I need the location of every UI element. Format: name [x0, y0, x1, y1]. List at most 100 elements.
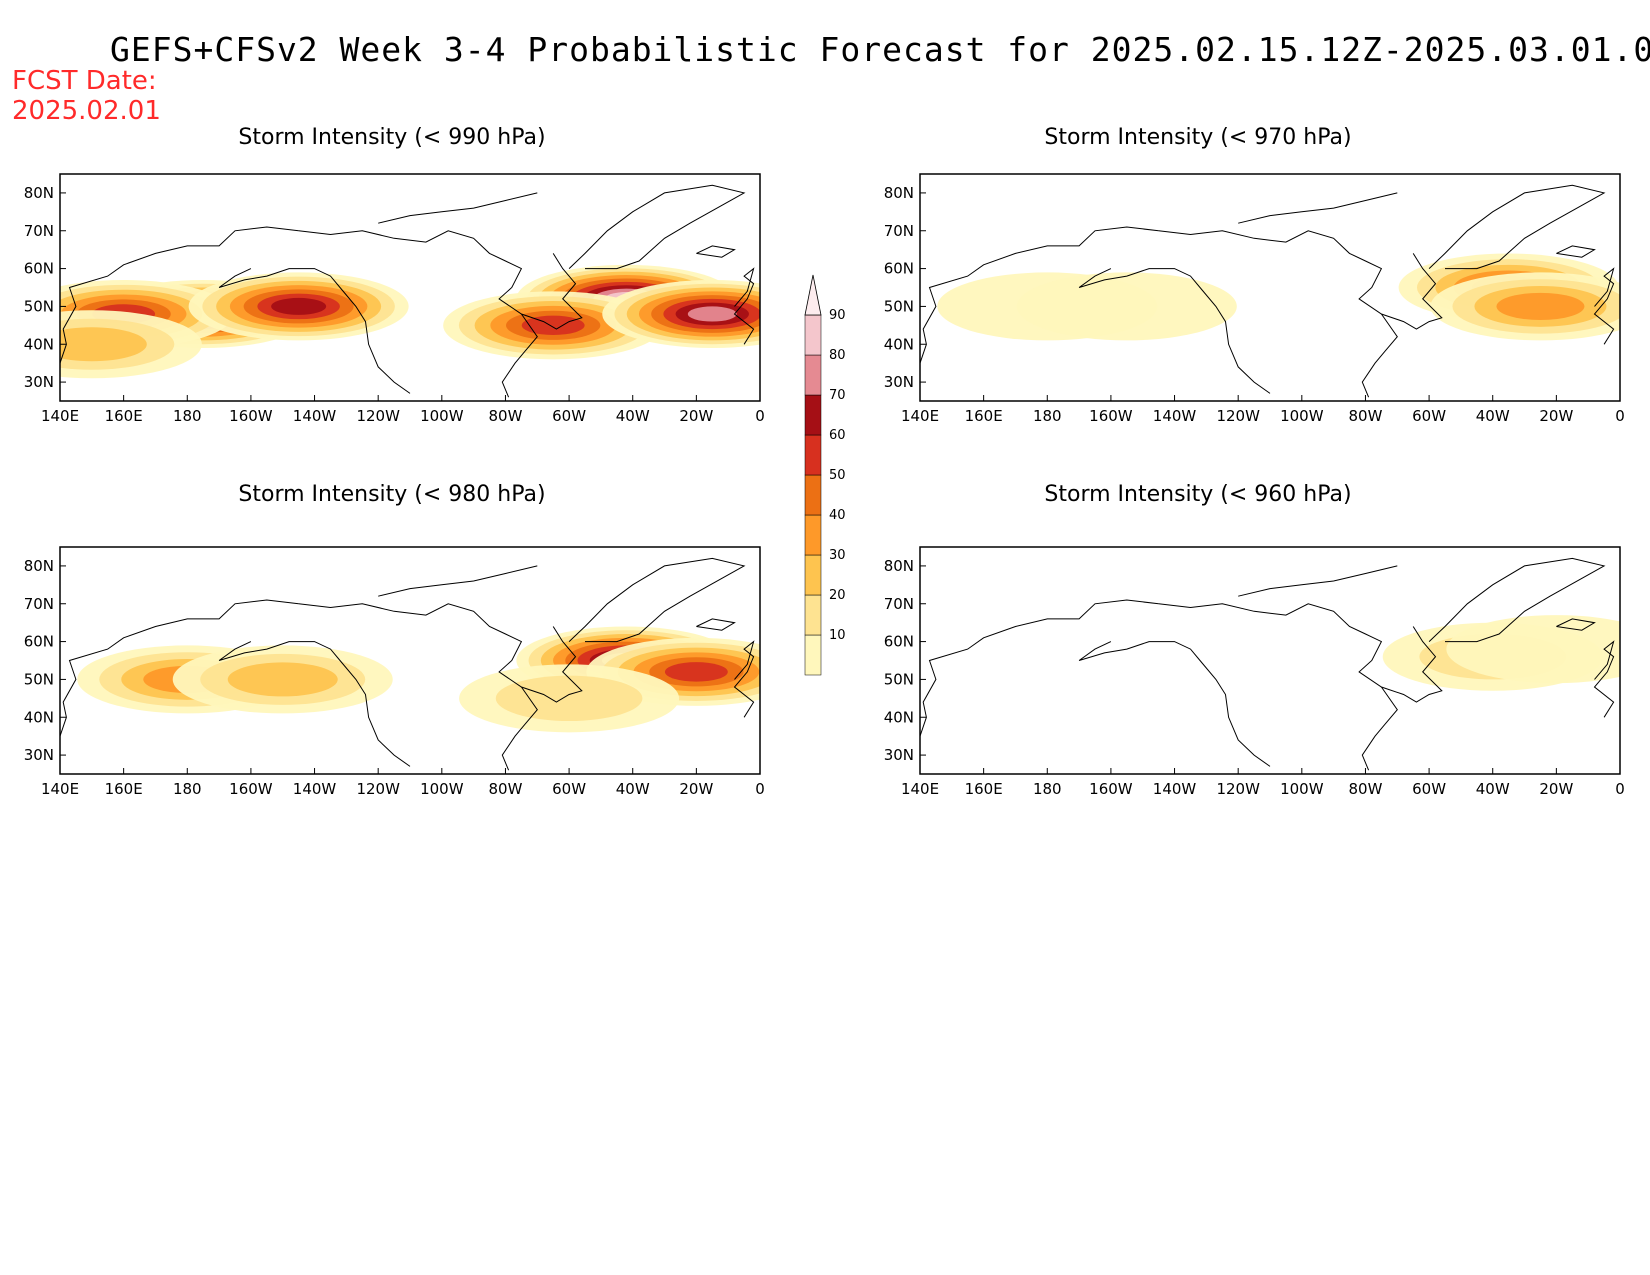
- lon-tick-label: 80W: [488, 407, 522, 425]
- lon-tick-label: 100W: [420, 780, 464, 798]
- lon-tick-label: 140E: [901, 780, 939, 798]
- lat-tick-label: 70N: [24, 595, 54, 613]
- colorbar-label: 30: [829, 548, 846, 563]
- probability-field: [60, 557, 760, 771]
- lon-tick-label: 180: [173, 780, 202, 798]
- coastline: [568, 557, 746, 643]
- coastline: [1428, 557, 1606, 643]
- probability-field: [920, 184, 1620, 398]
- lon-tick-label: 120W: [356, 780, 400, 798]
- lon-tick-label: 100W: [1280, 780, 1324, 798]
- lon-tick-label: 160W: [1089, 780, 1133, 798]
- coastline: [1361, 686, 1398, 771]
- coastline: [1238, 192, 1398, 224]
- coastline: [1593, 267, 1615, 345]
- lon-tick-label: 80W: [488, 780, 522, 798]
- lon-tick-label: 140E: [41, 407, 79, 425]
- lat-tick-label: 50N: [24, 670, 54, 688]
- prob-region-2: [1446, 615, 1620, 684]
- prob-region-2: [1016, 272, 1237, 341]
- lon-tick-label: 180: [1033, 780, 1062, 798]
- coastline: [1078, 268, 1271, 394]
- prob-region-6: [521, 315, 585, 336]
- lon-tick-label: 60W: [1412, 780, 1446, 798]
- coastline: [696, 618, 736, 631]
- coastline: [1556, 245, 1596, 258]
- colorbar-segment: [804, 274, 822, 316]
- coastline: [378, 565, 538, 597]
- lat-tick-label: 30N: [24, 373, 54, 391]
- colorbar-label: 20: [829, 588, 846, 603]
- map-panel-2: 80N 70N 60N 50N 40N 30N 140E 160E 180 160W 140W 120…: [884, 173, 1625, 425]
- coastline: [1158, 603, 1443, 703]
- coastline: [501, 686, 538, 771]
- coastline: [501, 313, 538, 398]
- colorbar-label: 40: [829, 508, 846, 523]
- lat-tick-label: 60N: [884, 260, 914, 278]
- lat-tick-label: 70N: [884, 222, 914, 240]
- lon-tick-label: 120W: [1216, 780, 1260, 798]
- colorbar-segment: [804, 594, 822, 636]
- lon-tick-label: 120W: [1216, 407, 1260, 425]
- fcst-date-value: 2025.02.01: [12, 96, 161, 126]
- lon-tick-label: 0: [1615, 780, 1625, 798]
- colorbar-label: 60: [829, 428, 846, 443]
- colorbar-label: 80: [829, 348, 846, 363]
- panel-title-990: Storm Intensity (< 990 hPa): [238, 125, 546, 150]
- colorbar-segment: [804, 434, 822, 476]
- colorbar-segment: [804, 474, 822, 516]
- panel-title-970: Storm Intensity (< 970 hPa): [1044, 125, 1352, 150]
- map-panel-4: 80N 70N 60N 50N 40N 30N 140E 160E 180 160W 140W 120…: [884, 546, 1625, 798]
- lon-tick-label: 120W: [356, 407, 400, 425]
- lat-tick-label: 40N: [24, 335, 54, 353]
- coastline: [60, 599, 299, 737]
- lon-tick-label: 180: [1033, 407, 1062, 425]
- fcst-date-label: FCST Date:: [12, 66, 157, 96]
- lon-tick-label: 100W: [1280, 407, 1324, 425]
- map-frame: [59, 546, 761, 775]
- lon-tick-label: 0: [755, 407, 765, 425]
- prob-region-7: [687, 306, 737, 322]
- map-frame: [919, 546, 1621, 775]
- lon-tick-label: 160W: [229, 407, 273, 425]
- lon-tick-label: 140W: [1153, 780, 1197, 798]
- coastline: [1361, 313, 1398, 398]
- lat-tick-label: 80N: [884, 184, 914, 202]
- lon-tick-label: 20W: [1539, 407, 1573, 425]
- lon-tick-label: 100W: [420, 407, 464, 425]
- colorbar-label: 50: [829, 468, 846, 483]
- lat-tick-label: 40N: [24, 708, 54, 726]
- lon-tick-label: 160E: [965, 780, 1003, 798]
- coastline: [920, 226, 1159, 364]
- colorbar-label: 70: [829, 388, 846, 403]
- map-frame: [919, 173, 1621, 402]
- lat-tick-label: 50N: [884, 670, 914, 688]
- coastline: [1428, 184, 1606, 270]
- coastline: [568, 184, 746, 270]
- prob-region-4: [1496, 292, 1585, 321]
- lon-tick-label: 160E: [105, 780, 143, 798]
- lon-tick-label: 140W: [293, 780, 337, 798]
- coastline: [733, 640, 755, 718]
- lat-tick-label: 40N: [884, 708, 914, 726]
- lon-tick-label: 160W: [1089, 407, 1133, 425]
- coastline: [218, 268, 411, 394]
- coastline: [733, 267, 755, 345]
- map-panel-3: 80N 70N 60N 50N 40N 30N 140E 160E 180 160W 140W 120…: [24, 546, 765, 798]
- probability-field: [60, 184, 760, 398]
- lat-tick-label: 80N: [884, 557, 914, 575]
- prob-region-2: [227, 662, 338, 697]
- coastline: [696, 245, 736, 258]
- colorbar-label: 90: [829, 308, 846, 323]
- coastline: [378, 192, 538, 224]
- lat-tick-label: 50N: [24, 297, 54, 315]
- lat-tick-label: 70N: [24, 222, 54, 240]
- prob-region-4: [664, 662, 728, 682]
- lon-tick-label: 140W: [1153, 407, 1197, 425]
- lon-tick-label: 20W: [679, 407, 713, 425]
- panel-title-960: Storm Intensity (< 960 hPa): [1044, 482, 1352, 507]
- prob-region-4: [60, 327, 147, 362]
- coastline: [298, 230, 583, 330]
- lon-tick-label: 60W: [1412, 407, 1446, 425]
